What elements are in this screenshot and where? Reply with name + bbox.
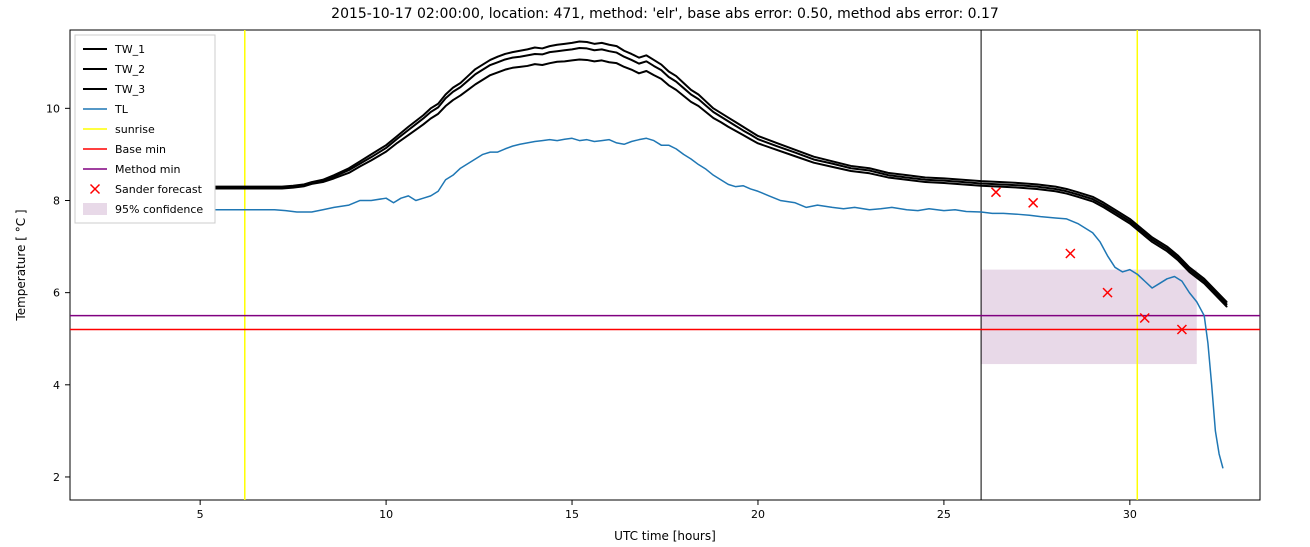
legend: TW_1 TW_2 TW_3 TL sunrise Base min Method min S… (75, 35, 215, 223)
y-tick-label: 10 (46, 102, 60, 115)
legend-label: 95% confidence (115, 203, 203, 216)
x-tick-label: 10 (379, 508, 393, 521)
y-tick-label: 4 (53, 379, 60, 392)
x-tick-label: 20 (751, 508, 765, 521)
legend-label: Base min (115, 143, 166, 156)
y-tick-label: 6 (53, 287, 60, 300)
legend-entry: 95% confidence (83, 203, 203, 216)
legend-label: TW_2 (114, 63, 145, 76)
y-tick-label: 2 (53, 471, 60, 484)
confidence-rect (981, 270, 1197, 364)
legend-label: sunrise (115, 123, 155, 136)
legend-label: TW_1 (114, 43, 145, 56)
chart-svg: 5 10 15 20 25 30 2 4 6 8 10 UTC time [hours] Tempera… (0, 0, 1310, 547)
x-tick-label: 30 (1123, 508, 1137, 521)
legend-label: Method min (115, 163, 181, 176)
y-tick-label: 8 (53, 194, 60, 207)
legend-label: TW_3 (114, 83, 145, 96)
chart-title: 2015-10-17 02:00:00, location: 471, meth… (331, 6, 999, 22)
x-tick-label: 25 (937, 508, 951, 521)
x-tick-label: 15 (565, 508, 579, 521)
legend-label: TL (114, 103, 129, 116)
chart-container: 5 10 15 20 25 30 2 4 6 8 10 UTC time [hours] Tempera… (0, 0, 1310, 547)
x-tick-label: 5 (197, 508, 204, 521)
y-axis-label: Temperature [ °C ] (14, 209, 28, 321)
legend-label: Sander forecast (115, 183, 203, 196)
x-axis-label: UTC time [hours] (614, 529, 716, 543)
